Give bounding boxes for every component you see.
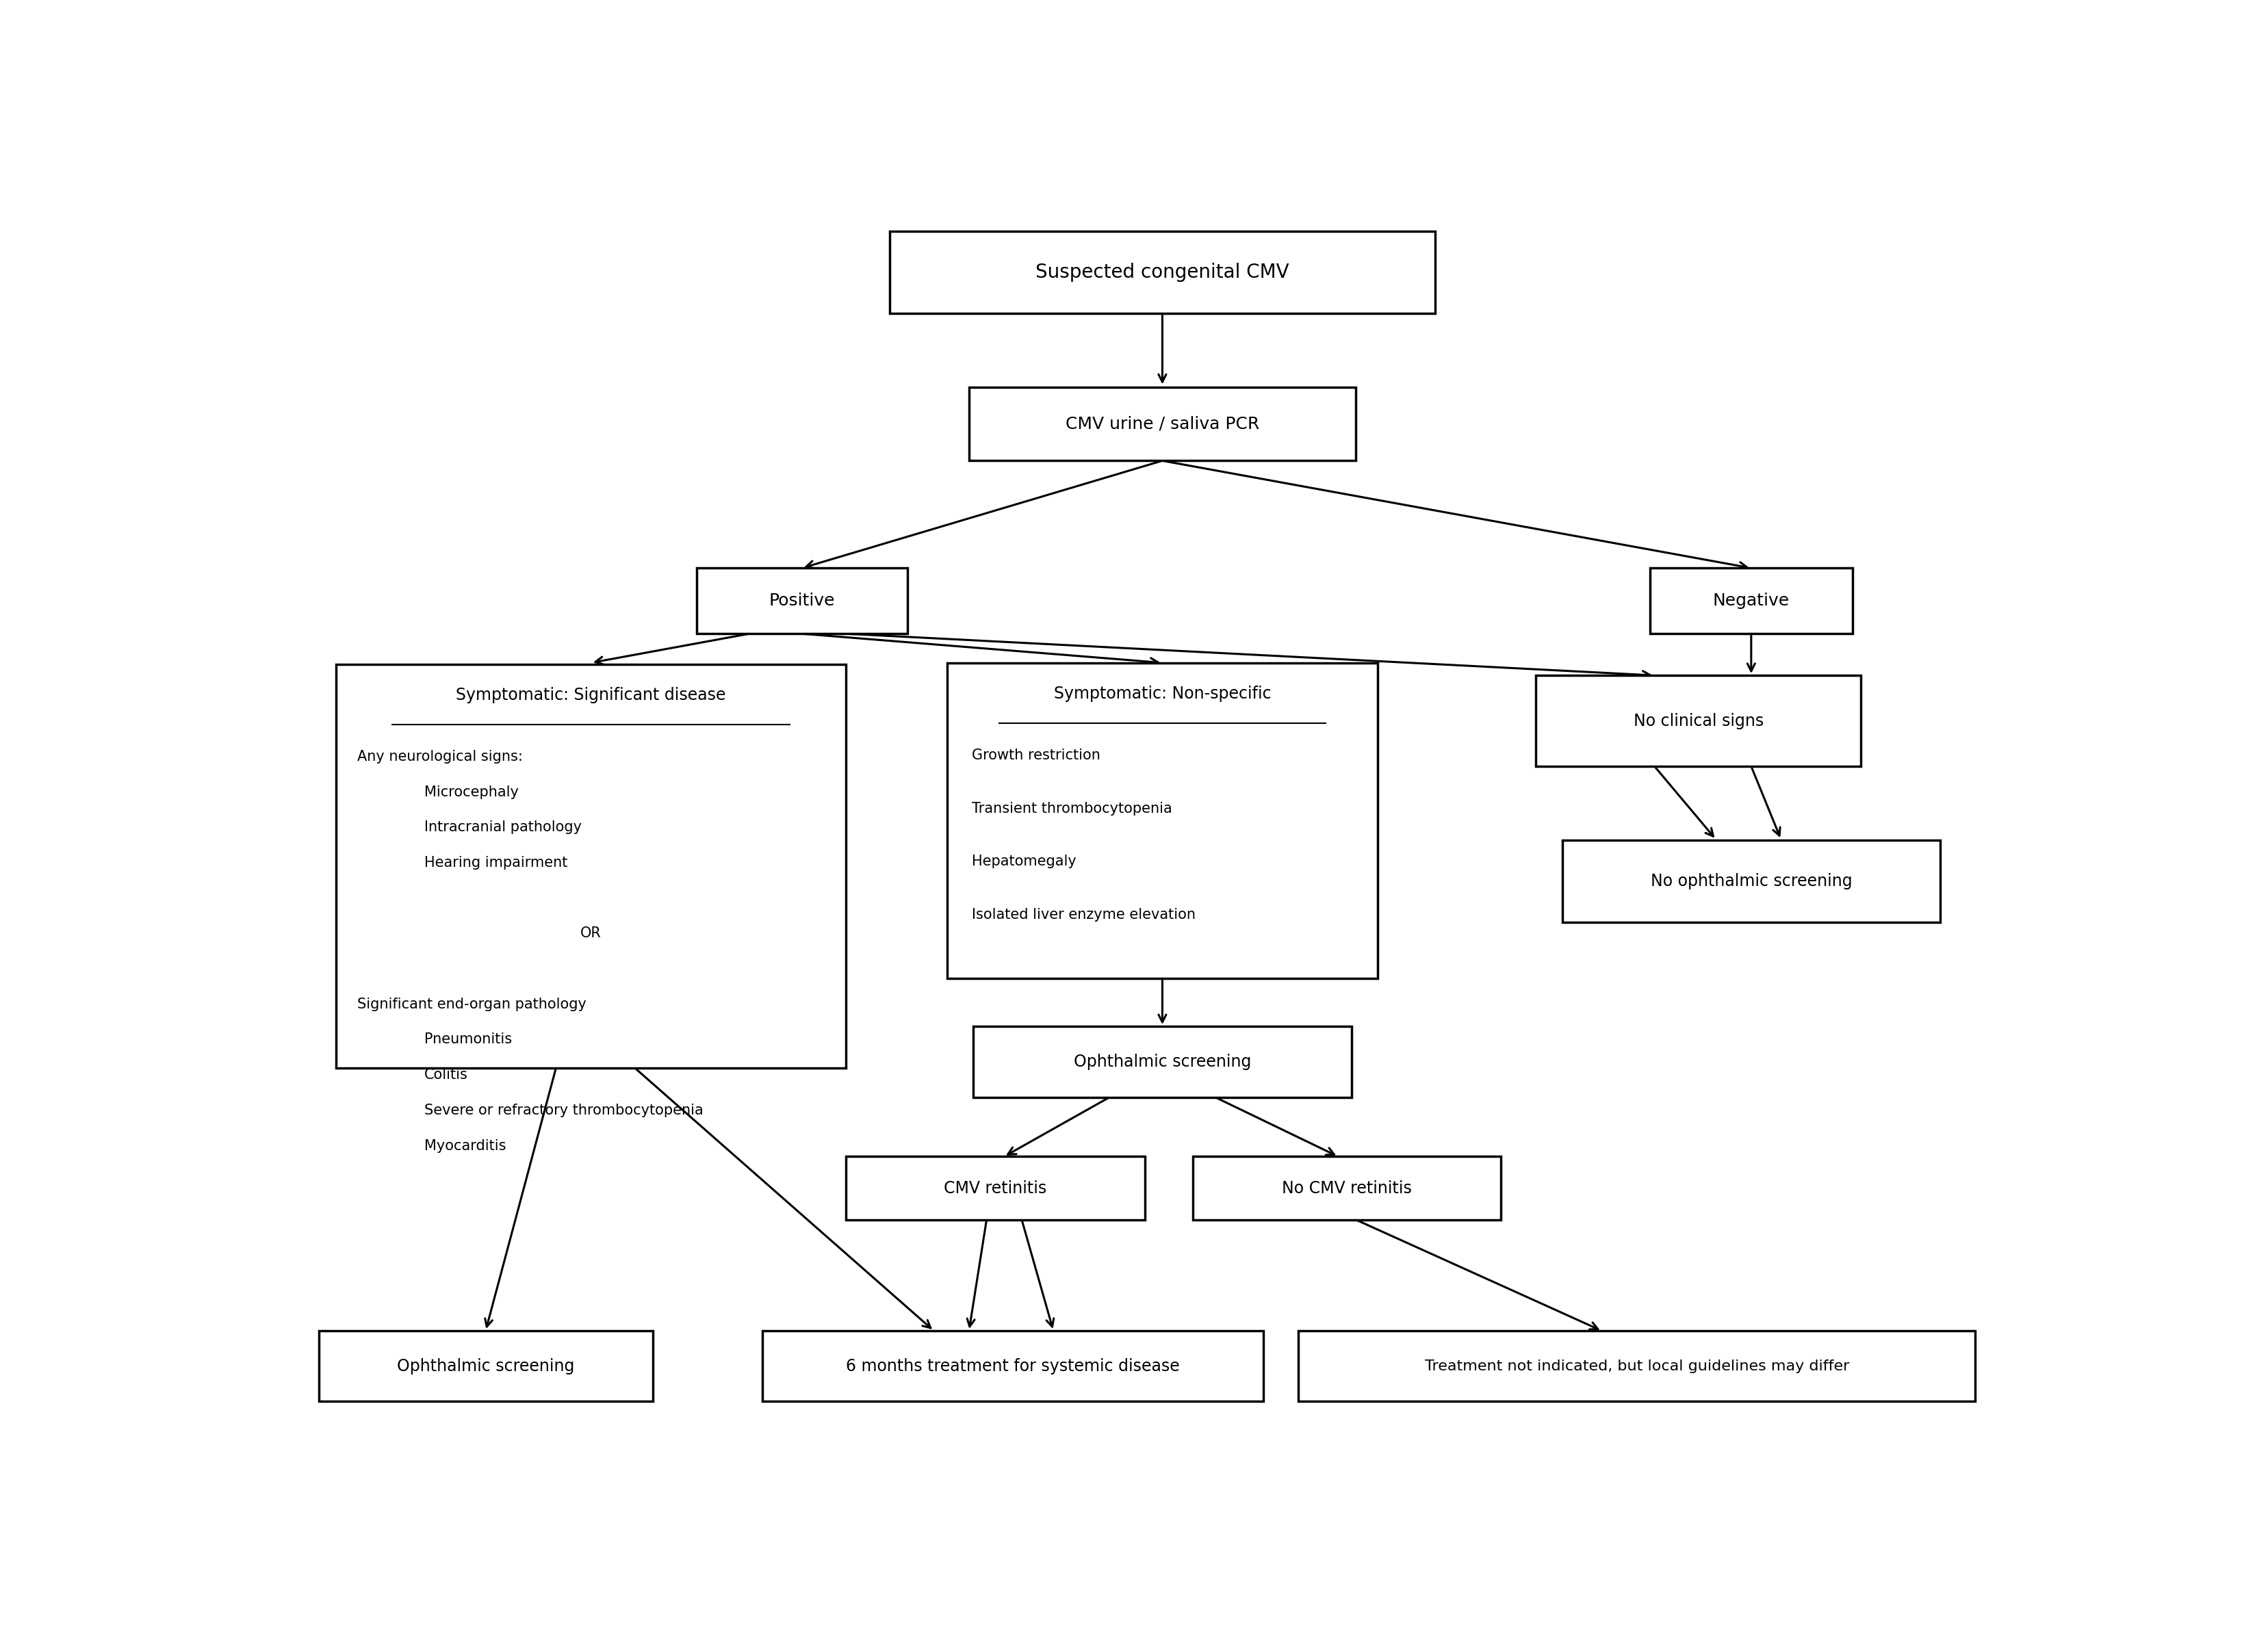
Text: Intracranial pathology: Intracranial pathology xyxy=(424,820,581,835)
Text: Hearing impairment: Hearing impairment xyxy=(424,856,567,869)
Bar xyxy=(1193,1156,1501,1220)
Text: 6 months treatment for systemic disease: 6 months treatment for systemic disease xyxy=(846,1358,1179,1374)
Text: Suspected congenital CMV: Suspected congenital CMV xyxy=(1036,262,1288,282)
Text: Negative: Negative xyxy=(1712,592,1789,608)
Text: Positive: Positive xyxy=(769,592,835,608)
Bar xyxy=(889,231,1436,313)
Text: Significant end-organ pathology: Significant end-organ pathology xyxy=(358,997,587,1012)
Text: Symptomatic: Significant disease: Symptomatic: Significant disease xyxy=(456,687,726,704)
Bar xyxy=(762,1330,1263,1402)
Text: CMV retinitis: CMV retinitis xyxy=(943,1179,1048,1196)
Text: Pneumonitis: Pneumonitis xyxy=(424,1033,513,1046)
Bar xyxy=(336,664,846,1068)
Bar xyxy=(1563,840,1939,922)
Text: Symptomatic: Non-specific: Symptomatic: Non-specific xyxy=(1055,686,1270,702)
Text: No ophthalmic screening: No ophthalmic screening xyxy=(1651,872,1853,889)
Bar xyxy=(1651,567,1853,633)
Bar xyxy=(1535,676,1862,766)
Text: No clinical signs: No clinical signs xyxy=(1633,713,1765,730)
Bar xyxy=(968,387,1356,461)
Bar xyxy=(973,1027,1352,1097)
Bar xyxy=(318,1330,653,1402)
Text: Any neurological signs:: Any neurological signs: xyxy=(358,749,524,764)
Text: CMV urine / saliva PCR: CMV urine / saliva PCR xyxy=(1066,417,1259,433)
Text: No CMV retinitis: No CMV retinitis xyxy=(1281,1179,1413,1196)
Text: Growth restriction: Growth restriction xyxy=(971,748,1100,763)
Bar xyxy=(948,663,1377,979)
Text: Severe or refractory thrombocytopenia: Severe or refractory thrombocytopenia xyxy=(424,1104,703,1117)
Text: Isolated liver enzyme elevation: Isolated liver enzyme elevation xyxy=(971,909,1195,922)
Text: Ophthalmic screening: Ophthalmic screening xyxy=(1073,1053,1252,1069)
Text: Transient thrombocytopenia: Transient thrombocytopenia xyxy=(971,802,1173,815)
Text: OR: OR xyxy=(581,927,601,940)
Bar xyxy=(1300,1330,1975,1402)
Text: Microcephaly: Microcephaly xyxy=(424,786,519,799)
Text: Colitis: Colitis xyxy=(424,1068,467,1082)
Bar xyxy=(846,1156,1145,1220)
Text: Ophthalmic screening: Ophthalmic screening xyxy=(397,1358,574,1374)
Text: Treatment not indicated, but local guidelines may differ: Treatment not indicated, but local guide… xyxy=(1424,1360,1848,1373)
Text: Hepatomegaly: Hepatomegaly xyxy=(971,854,1077,869)
Text: Myocarditis: Myocarditis xyxy=(424,1138,506,1153)
Bar xyxy=(696,567,907,633)
